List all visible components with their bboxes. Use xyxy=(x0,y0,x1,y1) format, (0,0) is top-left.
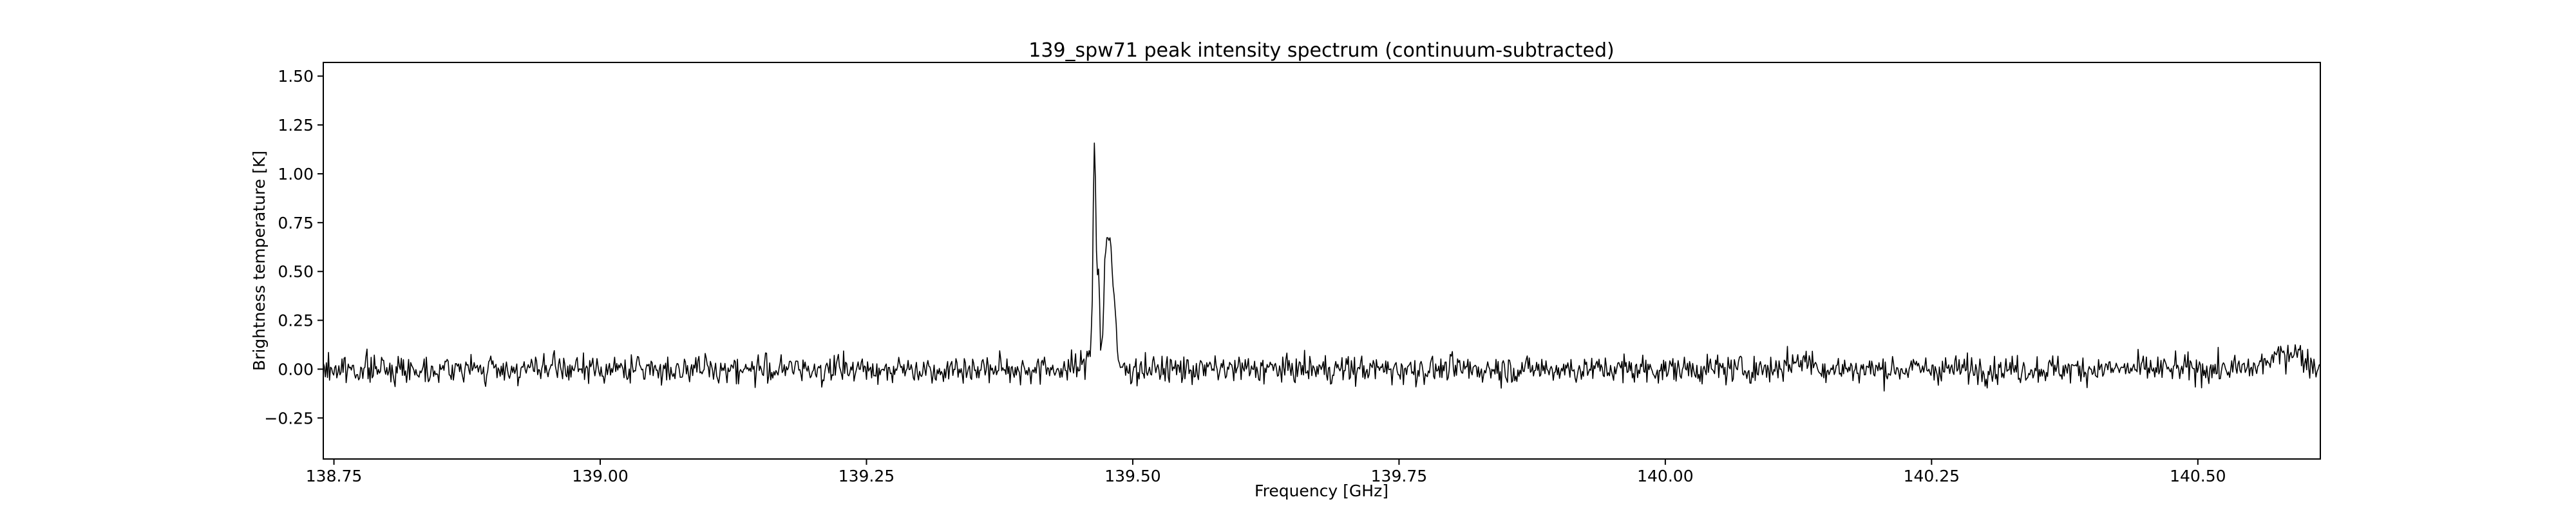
x-tick-label: 139.75 xyxy=(1371,467,1427,485)
y-tick-label: −0.25 xyxy=(264,409,314,427)
chart-title: 139_spw71 peak intensity spectrum (conti… xyxy=(1028,39,1614,62)
x-tick-label: 139.00 xyxy=(572,467,628,485)
x-tick-label: 140.25 xyxy=(1904,467,1960,485)
x-tick-label: 140.00 xyxy=(1637,467,1693,485)
x-axis-label: Frequency [GHz] xyxy=(1255,482,1388,500)
x-tick-label: 139.25 xyxy=(838,467,895,485)
y-tick-label: 0.50 xyxy=(278,263,314,281)
x-tick-label: 138.75 xyxy=(306,467,362,485)
y-tick-label: 0.75 xyxy=(278,214,314,232)
y-tick-label: 0.00 xyxy=(278,360,314,379)
y-axis-label: Brightness temperature [K] xyxy=(250,151,269,371)
y-tick-label: 1.25 xyxy=(278,116,314,135)
plot-layer: 138.75 139.00 139.25 139.50 139.75 140.00 140.… xyxy=(264,62,2321,485)
y-tick-label: 1.00 xyxy=(278,165,314,183)
plot-area-frame xyxy=(323,62,2321,460)
y-tick-label: 1.50 xyxy=(278,67,314,86)
spectrum-line xyxy=(323,142,2321,392)
x-tick-label: 139.50 xyxy=(1104,467,1160,485)
y-tick-label: 0.25 xyxy=(278,312,314,330)
x-tick-label: 140.50 xyxy=(2170,467,2226,485)
